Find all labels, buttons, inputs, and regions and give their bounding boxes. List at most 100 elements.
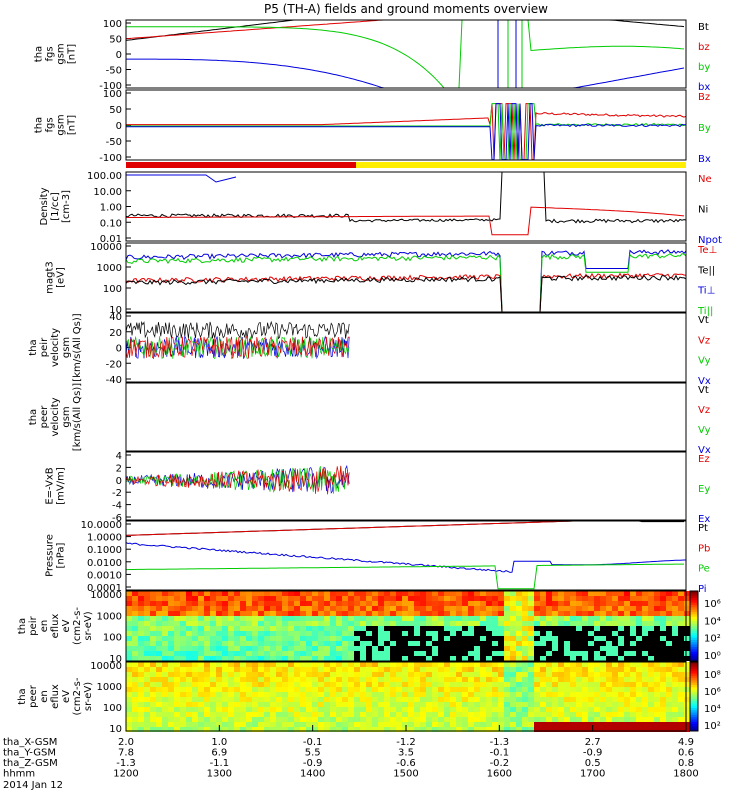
panel-fgs2-ylabel: fgs — [45, 117, 56, 132]
peir-spectrogram-cell — [258, 601, 264, 606]
peer-spectrogram-cell — [342, 727, 348, 732]
peir-spectrogram-cell — [240, 616, 246, 621]
peir-spectrogram-cell — [300, 631, 306, 636]
peer-spectrogram-cell — [162, 702, 168, 707]
peir-spectrogram-cell — [366, 646, 372, 651]
peer-spectrogram-cell — [288, 722, 294, 727]
peer-spectrogram-cell — [384, 687, 390, 692]
peir-spectrogram-cell — [648, 656, 654, 661]
peer-spectrogram-cell — [318, 717, 324, 722]
peir-spectrogram-cell — [450, 591, 456, 596]
panel-pressure-ylabel: Pressure — [45, 534, 56, 577]
peir-spectrogram-cell — [198, 641, 204, 646]
peir-spectrogram-cell — [378, 611, 384, 616]
peir-spectrogram-cell — [546, 611, 552, 616]
peir-spectrogram-cell — [366, 606, 372, 611]
peer-spectrogram-cell — [528, 677, 534, 682]
peir-spectrogram-cell — [666, 651, 672, 656]
peer-spectrogram-cell — [312, 677, 318, 682]
peir-spectrogram-cell — [384, 646, 390, 651]
peir-spectrogram-cell — [354, 616, 360, 621]
peir-spectrogram-cell — [264, 616, 270, 621]
peer-spectrogram-cell — [552, 727, 558, 732]
peer-spectrogram-cell — [432, 702, 438, 707]
peir-spectrogram-cell — [432, 591, 438, 596]
peer-spectrogram-cell — [420, 672, 426, 677]
peir-spectrogram-cell — [378, 601, 384, 606]
peir-spectrogram-cell — [204, 606, 210, 611]
peir-spectrogram-cell — [468, 596, 474, 601]
peer-spectrogram-cell — [624, 677, 630, 682]
peir-spectrogram-cell — [480, 656, 486, 661]
peir-spectrogram-cell — [258, 631, 264, 636]
peir-spectrogram-cell — [156, 606, 162, 611]
peir-spectrogram-cell — [192, 596, 198, 601]
peir-spectrogram-cell — [342, 596, 348, 601]
peer-spectrogram-cell — [594, 672, 600, 677]
peer-spectrogram-cell — [252, 707, 258, 712]
peer-spectrogram-cell — [126, 697, 132, 702]
peir-spectrogram-cell — [618, 601, 624, 606]
peer-spectrogram-cell — [654, 697, 660, 702]
peir-spectrogram-cell — [300, 601, 306, 606]
peir-spectrogram-cell — [516, 626, 522, 631]
peer-spectrogram-cell — [162, 667, 168, 672]
peir-spectrogram-cell — [258, 636, 264, 641]
peer-spectrogram-cell — [684, 697, 690, 702]
peir-spectrogram-cell — [666, 616, 672, 621]
peir-spectrogram-cell — [684, 651, 690, 656]
peir-spectrogram-cell — [210, 606, 216, 611]
peir-spectrogram-cell — [672, 656, 678, 661]
peer-spectrogram-cell — [444, 702, 450, 707]
peer-spectrogram-cell — [426, 707, 432, 712]
peer-spectrogram-cell — [330, 707, 336, 712]
peer-spectrogram-cell — [324, 717, 330, 722]
peir-spectrogram-cell — [510, 646, 516, 651]
peir-spectrogram-cell — [432, 636, 438, 641]
peer-spectrogram-cell — [276, 687, 282, 692]
peir-spectrogram-cell — [210, 636, 216, 641]
peer-spectrogram-cell — [378, 672, 384, 677]
peir-spectrogram-cell — [384, 656, 390, 661]
peir-spectrogram-cell — [426, 606, 432, 611]
peir-spectrogram-cell — [546, 646, 552, 651]
footer-row-value: 1.0 — [211, 737, 227, 748]
peir-spectrogram-cell — [354, 621, 360, 626]
peer-spectrogram-cell — [378, 702, 384, 707]
peer-spectrogram-cell — [594, 677, 600, 682]
panel-peirvel-legend-entry: Vy — [698, 356, 711, 367]
peer-spectrogram-cell — [510, 687, 516, 692]
peir-spectrogram-cell — [426, 621, 432, 626]
panel-efield-ylabel: [mV/m] — [56, 467, 67, 505]
peer-spectrogram-cell — [132, 712, 138, 717]
peir-spectrogram-cell — [558, 631, 564, 636]
peir-spectrogram-cell — [480, 646, 486, 651]
peer-spectrogram-cell — [282, 722, 288, 727]
peer-spectrogram-cell — [246, 727, 252, 732]
peir-spectrogram-cell — [468, 631, 474, 636]
peer-spectrogram-cell — [498, 727, 504, 732]
peir-spectrogram-cell — [378, 621, 384, 626]
peer-spectrogram-cell — [366, 677, 372, 682]
peir-spectrogram-cell — [288, 601, 294, 606]
peir-spectrogram-cell — [570, 626, 576, 631]
peer-spectrogram-cell — [456, 672, 462, 677]
peir-spectrogram-cell — [594, 616, 600, 621]
peer-spectrogram-cell — [468, 722, 474, 727]
peer-spectrogram-cell — [264, 697, 270, 702]
peer-spectrogram-cell — [528, 707, 534, 712]
peir-spectrogram-cell — [414, 641, 420, 646]
ni-line — [125, 171, 687, 224]
peer-spectrogram-cell — [504, 712, 510, 717]
footer-row-value: 7.8 — [118, 748, 134, 759]
peer-spectrogram-cell — [240, 677, 246, 682]
peir-spectrogram-cell — [684, 621, 690, 626]
peer-spectrogram-cell — [492, 672, 498, 677]
panel-fgs2-ytick: -100 — [99, 153, 122, 164]
peir-spectrogram-cell — [378, 646, 384, 651]
peer-spectrogram-cell — [306, 692, 312, 697]
peir-spectrogram-cell — [672, 636, 678, 641]
peir-spectrogram-cell — [132, 591, 138, 596]
peir-spectrogram-cell — [138, 631, 144, 636]
peer-spectrogram-cell — [522, 712, 528, 717]
